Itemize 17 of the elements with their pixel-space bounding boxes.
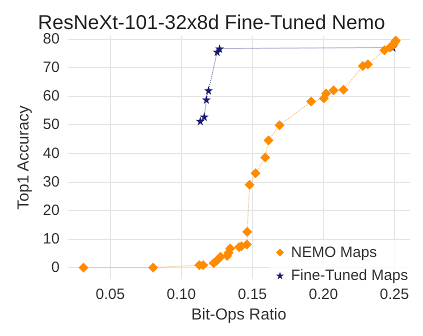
legend-label: Fine-Tuned Maps — [291, 267, 408, 284]
y-tick-label: 0 — [51, 259, 60, 276]
y-tick-label: 30 — [42, 173, 60, 190]
y-tick-label: 70 — [42, 58, 60, 76]
x-axis-title: Bit-Ops Ratio — [191, 306, 286, 324]
y-tick-label: 60 — [42, 88, 60, 105]
y-tick-label: 10 — [42, 230, 60, 248]
x-tick-label: 0.05 — [96, 286, 125, 304]
legend-label: NEMO Maps — [291, 244, 377, 261]
x-tick-label: 0.20 — [308, 286, 338, 304]
y-tick-label: 20 — [42, 202, 60, 219]
y-tick-label: 40 — [42, 144, 60, 162]
x-tick-label: 0.25 — [380, 286, 409, 304]
x-tick-label: 0.15 — [238, 286, 267, 304]
y-tick-label: 50 — [42, 116, 60, 134]
x-tick-label: 0.10 — [166, 286, 196, 304]
y-axis-title: Top1 Accuracy — [16, 106, 32, 210]
